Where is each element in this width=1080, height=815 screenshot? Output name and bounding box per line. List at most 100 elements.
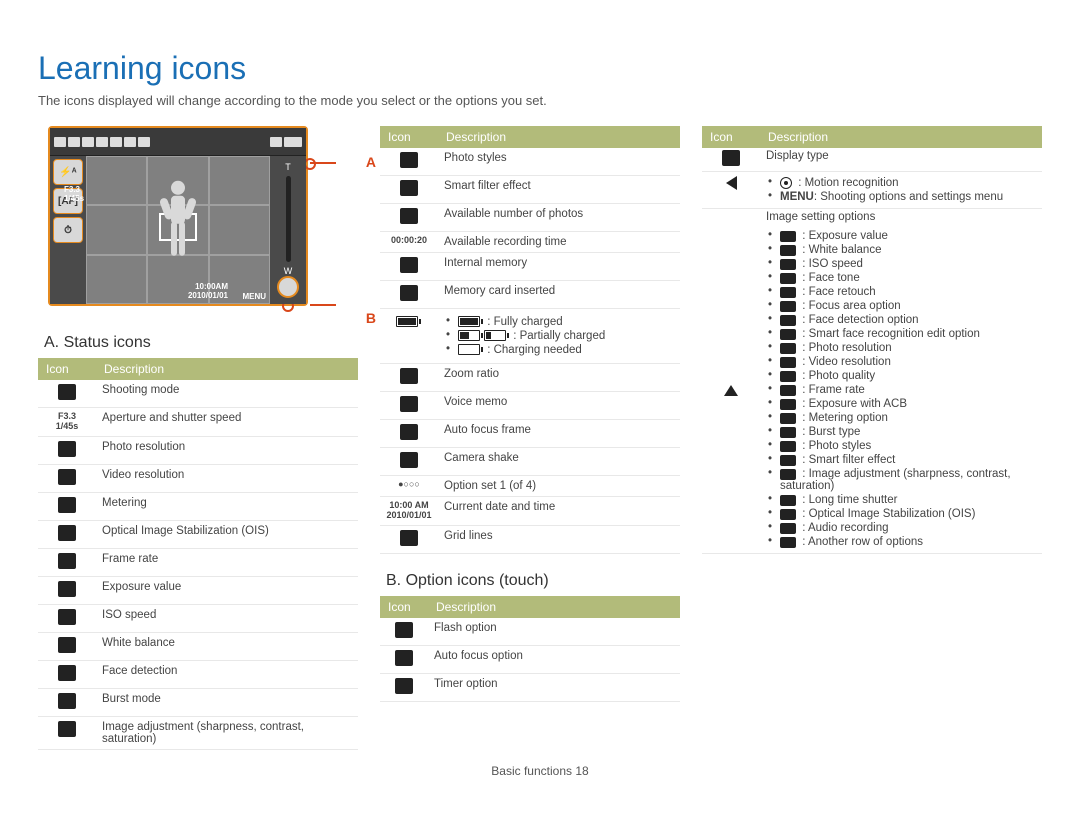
generic-icon bbox=[400, 452, 418, 468]
aperture-label: F3.31/45s bbox=[64, 186, 84, 204]
list-item: : Focus area option bbox=[768, 299, 1036, 313]
generic-icon bbox=[58, 609, 76, 625]
up-arrow-row: : Exposure value : White balance : ISO s… bbox=[702, 225, 1042, 554]
table-row: Smart filter effect bbox=[380, 176, 680, 204]
table-row: Auto focus option bbox=[380, 645, 680, 673]
arrow-left-icon bbox=[726, 176, 737, 190]
generic-icon bbox=[58, 497, 76, 513]
option-icon bbox=[780, 371, 796, 382]
generic-icon bbox=[395, 650, 413, 666]
battery-row: : Fully charged : Partially charged : Ch… bbox=[380, 309, 680, 364]
list-item: : Smart filter effect bbox=[768, 453, 1036, 467]
generic-icon bbox=[58, 384, 76, 400]
col-desc: Description bbox=[96, 358, 358, 380]
option-icon bbox=[780, 329, 796, 340]
battery-icon bbox=[396, 316, 418, 327]
table-row: Available number of photos bbox=[380, 204, 680, 232]
list-item: : Face tone bbox=[768, 271, 1036, 285]
table-row: Image adjustment (sharpness, contrast, s… bbox=[38, 716, 358, 749]
generic-icon bbox=[58, 581, 76, 597]
table-row: Photo styles bbox=[380, 148, 680, 176]
motion-rec-item: : Motion recognition bbox=[768, 176, 1036, 190]
option-icon bbox=[780, 231, 796, 242]
generic-icon bbox=[400, 530, 418, 546]
table-row: Timer option bbox=[380, 673, 680, 701]
list-item: : Photo styles bbox=[768, 439, 1036, 453]
menu-item: MENU: Shooting options and settings menu bbox=[768, 190, 1036, 204]
table-row: Shooting mode bbox=[38, 380, 358, 408]
list-item: : Metering option bbox=[768, 411, 1036, 425]
option-icon bbox=[780, 495, 796, 506]
diagram-topbar bbox=[50, 128, 306, 156]
batt-partial: : Partially charged bbox=[446, 329, 674, 343]
generic-icon bbox=[58, 721, 76, 737]
table-row: Camera shake bbox=[380, 448, 680, 476]
table-row: Face detection bbox=[38, 660, 358, 688]
table-row: Grid lines bbox=[380, 525, 680, 553]
generic-icon bbox=[400, 180, 418, 196]
table-row: Auto focus frame bbox=[380, 420, 680, 448]
table-col2-top: IconDescription Photo stylesSmart filter… bbox=[380, 126, 680, 554]
table-row: 10:00 AM 2010/01/01Current date and time bbox=[380, 497, 680, 526]
option-icon bbox=[780, 287, 796, 298]
option-icon bbox=[780, 259, 796, 270]
diagram-right: T W bbox=[270, 156, 306, 304]
generic-icon bbox=[400, 396, 418, 412]
generic-icon bbox=[58, 637, 76, 653]
table-row: Photo resolution bbox=[38, 436, 358, 464]
section-b-title: B. Option icons (touch) bbox=[386, 572, 680, 590]
generic-icon bbox=[58, 665, 76, 681]
diagram-left-buttons: ⚡ᴬ [AF] ⏱ bbox=[50, 156, 86, 304]
table-row: Internal memory bbox=[380, 253, 680, 281]
list-item: : Face detection option bbox=[768, 313, 1036, 327]
generic-icon bbox=[400, 285, 418, 301]
table-row: Zoom ratio bbox=[380, 364, 680, 392]
list-item: : Audio recording bbox=[768, 521, 1036, 535]
option-icon bbox=[780, 455, 796, 466]
generic-icon bbox=[400, 257, 418, 273]
datetime-label: 10:00AM2010/01/01 bbox=[188, 283, 228, 301]
generic-icon bbox=[395, 678, 413, 694]
option-icon bbox=[780, 343, 796, 354]
option-icon bbox=[780, 469, 796, 480]
menu-label[interactable]: MENU bbox=[242, 292, 266, 301]
option-icon bbox=[780, 301, 796, 312]
option-icon bbox=[780, 537, 796, 548]
option-icon bbox=[780, 273, 796, 284]
generic-icon bbox=[395, 622, 413, 638]
flash-button[interactable]: ⚡ᴬ bbox=[53, 159, 83, 185]
label-b: B bbox=[366, 310, 376, 326]
table-row: Optical Image Stabilization (OIS) bbox=[38, 520, 358, 548]
timer-button[interactable]: ⏱ bbox=[53, 217, 83, 243]
lens-button[interactable] bbox=[277, 276, 299, 298]
option-icon bbox=[780, 315, 796, 326]
table-row: Frame rate bbox=[38, 548, 358, 576]
list-item: : Exposure value bbox=[768, 229, 1036, 243]
left-arrow-row: : Motion recognition MENU: Shooting opti… bbox=[702, 172, 1042, 209]
generic-icon bbox=[58, 693, 76, 709]
col-icon: Icon bbox=[38, 358, 96, 380]
table-b: IconDescription Flash optionAuto focus o… bbox=[380, 596, 680, 702]
section-a-title: A. Status icons bbox=[44, 334, 358, 352]
table-row: F3.3 1/45sAperture and shutter speed bbox=[38, 408, 358, 437]
camera-diagram: A B F3.31/45s ⚡ᴬ [AF] ⏱ bbox=[38, 126, 358, 306]
image-setting-header-row: Image setting options bbox=[702, 209, 1042, 226]
table-row: ISO speed bbox=[38, 604, 358, 632]
display-type-icon bbox=[722, 150, 740, 166]
generic-icon bbox=[400, 152, 418, 168]
table-col3: IconDescription Display type : Motion re… bbox=[702, 126, 1042, 554]
batt-need: : Charging needed bbox=[446, 343, 674, 357]
option-icon bbox=[780, 413, 796, 424]
batt-full: : Fully charged bbox=[446, 315, 674, 329]
table-row: White balance bbox=[38, 632, 358, 660]
list-item: : Image adjustment (sharpness, contrast,… bbox=[768, 467, 1036, 493]
generic-icon bbox=[400, 208, 418, 224]
table-row: Burst mode bbox=[38, 688, 358, 716]
page-subtitle: The icons displayed will change accordin… bbox=[38, 93, 1042, 108]
generic-icon bbox=[58, 469, 76, 485]
label-a: A bbox=[366, 154, 376, 170]
list-item: : White balance bbox=[768, 243, 1036, 257]
generic-icon bbox=[58, 553, 76, 569]
page-footer: Basic functions 18 bbox=[38, 764, 1042, 778]
generic-icon bbox=[400, 424, 418, 440]
